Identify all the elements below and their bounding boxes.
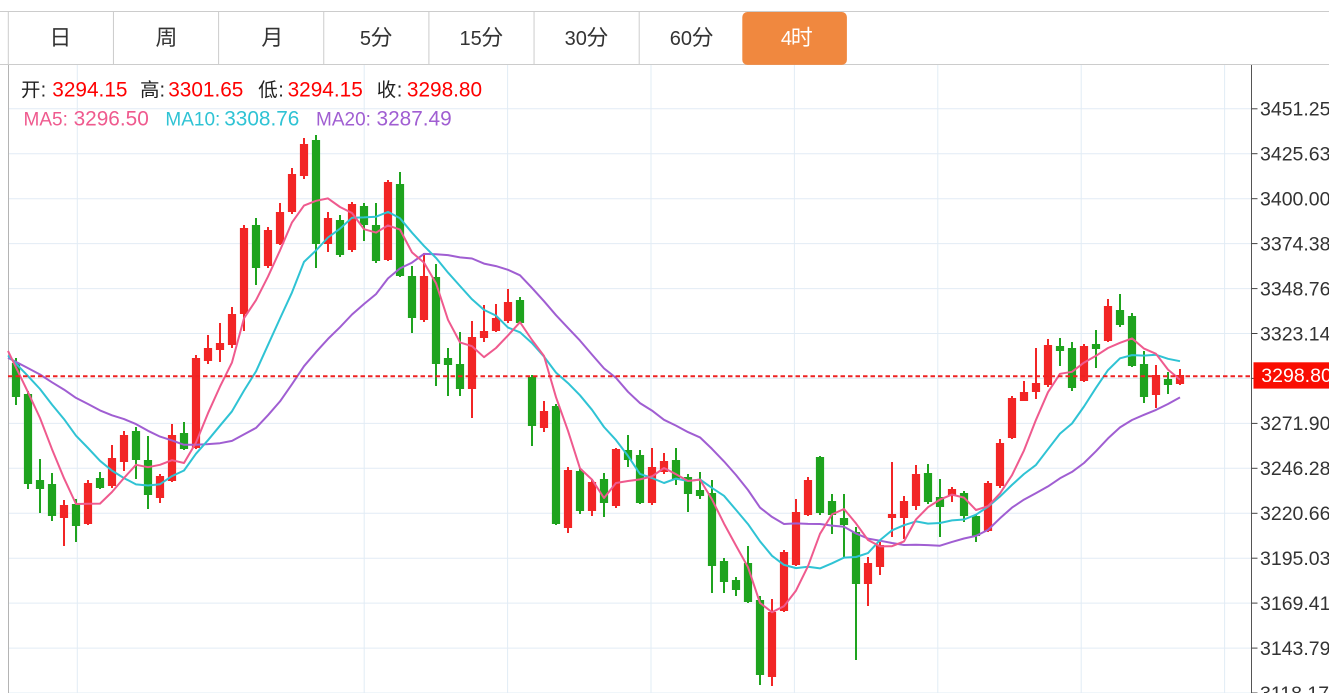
svg-text:3374.38: 3374.38 <box>1260 233 1329 255</box>
svg-text:3220.66: 3220.66 <box>1260 503 1329 525</box>
svg-text:3296.50: 3296.50 <box>74 108 149 131</box>
svg-text:MA20:: MA20: <box>316 110 371 131</box>
svg-text::: : <box>397 80 403 102</box>
svg-text::: : <box>41 80 47 102</box>
svg-text:3425.63: 3425.63 <box>1260 144 1329 166</box>
svg-text:3271.90: 3271.90 <box>1260 413 1329 435</box>
svg-text:3298.80: 3298.80 <box>1261 365 1329 387</box>
svg-text:3400.00: 3400.00 <box>1260 189 1329 211</box>
svg-text:3294.15: 3294.15 <box>52 79 127 102</box>
svg-text:4: 4 <box>781 28 792 50</box>
svg-text:3118.17: 3118.17 <box>1260 683 1329 693</box>
svg-text:3348.76: 3348.76 <box>1260 278 1329 300</box>
svg-text:3143.79: 3143.79 <box>1260 638 1329 660</box>
svg-text:3294.15: 3294.15 <box>288 79 363 102</box>
svg-text:3323.14: 3323.14 <box>1260 323 1329 345</box>
svg-text:MA10:: MA10: <box>165 110 220 131</box>
svg-text:3169.41: 3169.41 <box>1260 593 1329 615</box>
svg-text:3287.49: 3287.49 <box>377 108 452 131</box>
svg-text::: : <box>160 80 166 102</box>
svg-text:60: 60 <box>670 28 692 50</box>
svg-text:3246.28: 3246.28 <box>1260 458 1329 480</box>
svg-text:5: 5 <box>360 28 371 50</box>
svg-text:MA5:: MA5: <box>24 110 68 131</box>
svg-text::: : <box>278 80 284 102</box>
svg-text:3308.76: 3308.76 <box>224 108 299 131</box>
svg-text:3451.25: 3451.25 <box>1260 99 1329 121</box>
svg-text:3195.03: 3195.03 <box>1260 548 1329 570</box>
svg-text:3301.65: 3301.65 <box>168 79 243 102</box>
svg-text:3298.80: 3298.80 <box>407 79 482 102</box>
svg-text:30: 30 <box>565 28 587 50</box>
svg-text:15: 15 <box>460 28 482 50</box>
